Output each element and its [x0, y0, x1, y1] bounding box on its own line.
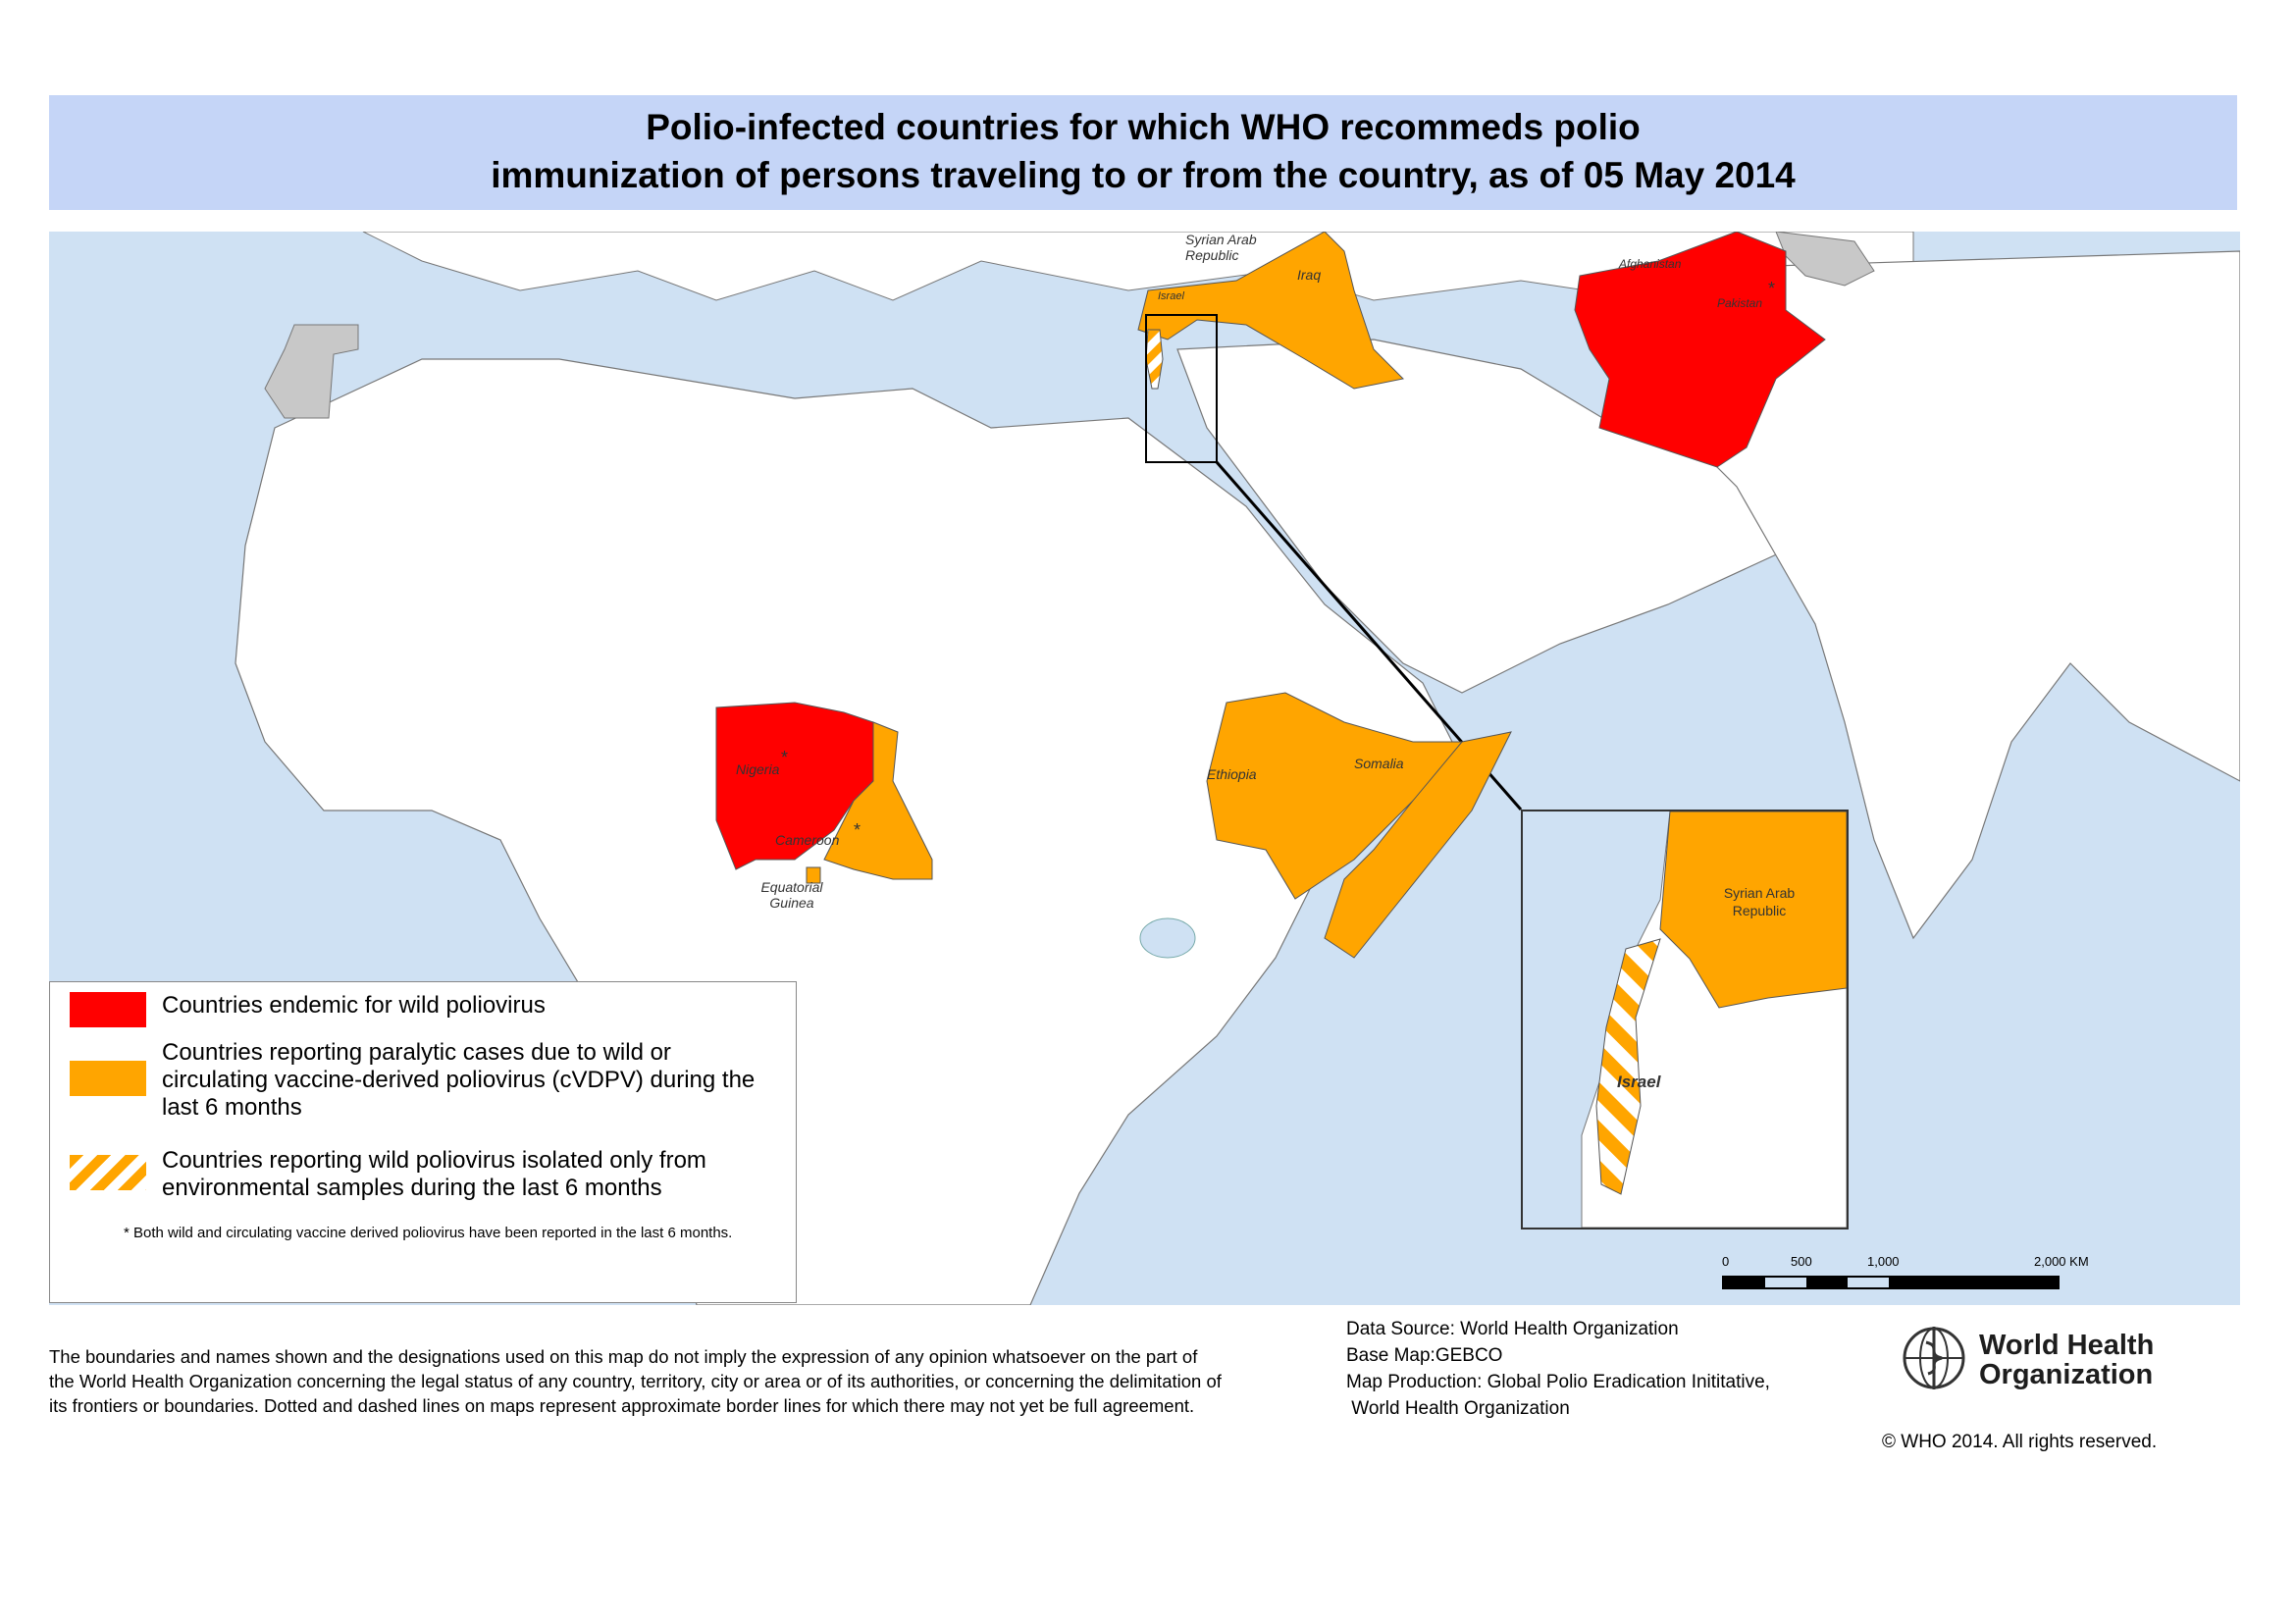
legend-swatch-cvdpv: [70, 1061, 146, 1096]
cameroon-star: *: [854, 820, 861, 840]
source-line-4: World Health Organization: [1346, 1398, 1570, 1419]
copyright-notice: © WHO 2014. All rights reserved.: [1882, 1432, 2158, 1452]
somalia-region: [1324, 731, 1512, 959]
label-pakistan: Pakistan: [1717, 296, 1763, 310]
legend-item-endemic: Countries endemic for wild poliovirus: [70, 992, 770, 1027]
source-line-1: Data Source: World Health Organization: [1346, 1319, 1679, 1339]
scale-tick-2000: 2,000 KM: [2034, 1254, 2089, 1269]
label-cameroon: Cameroon: [775, 832, 840, 848]
label-ethiopia: Ethiopia: [1207, 766, 1257, 782]
legend-label-environmental: Countries reporting wild poliovirus isol…: [162, 1147, 706, 1201]
israel-syria-inset-map: Syrian Arab Republic Israel: [1521, 810, 1849, 1230]
scale-bar-graphic: [1722, 1276, 2060, 1289]
inset-label-syria: Syrian Arab Republic: [1723, 885, 1796, 918]
inset-reference-box: [1145, 314, 1218, 463]
label-syria: Syrian Arab Republic: [1185, 232, 1257, 263]
lake-victoria: [1139, 917, 1196, 959]
base-map: [49, 232, 2240, 1305]
map-title-bar: Polio-infected countries for which WHO r…: [49, 95, 2237, 210]
inset-label-israel: Israel: [1617, 1073, 1661, 1091]
syria-iraq-region: [1137, 232, 1405, 390]
afghanistan-pakistan-region: [1574, 232, 1826, 468]
who-emblem-icon: [1903, 1327, 1965, 1389]
legend-footnote: * Both wild and circulating vaccine deri…: [124, 1225, 733, 1241]
arabia-landmass: [1176, 339, 1816, 694]
label-somalia: Somalia: [1354, 756, 1404, 771]
western-sahara-region: [264, 324, 359, 419]
who-logo: World Health Organization: [1899, 1323, 2193, 1401]
legend-label-endemic: Countries endemic for wild poliovirus: [162, 992, 546, 1019]
map-frame: Syrian Arab Republic Iraq Israel Afghani…: [49, 232, 2240, 1305]
map-disclaimer: The boundaries and names shown and the d…: [49, 1346, 1222, 1416]
source-line-2: Base Map:GEBCO: [1346, 1345, 1503, 1366]
inset-map: [1523, 811, 1847, 1228]
scale-tick-1000: 1,000: [1867, 1254, 1900, 1269]
cameroon-region: [823, 721, 933, 880]
scale-bar: 0 500 1,000 2,000 KM: [1722, 1254, 2089, 1293]
ethiopia-region: [1206, 692, 1463, 900]
label-nigeria: Nigeria: [736, 761, 780, 777]
label-equatorial-guinea: Equatorial Guinea: [760, 879, 823, 911]
scale-tick-500: 500: [1791, 1254, 1812, 1269]
legend-item-environmental: Countries reporting wild poliovirus isol…: [70, 1147, 770, 1202]
map-legend: Countries endemic for wild poliovirus Co…: [49, 981, 797, 1303]
pakistan-star: *: [1768, 279, 1776, 298]
legend-item-cvdpv: Countries reporting paralytic cases due …: [70, 1039, 770, 1122]
label-iraq: Iraq: [1297, 267, 1322, 283]
equatorial-guinea-region: [806, 866, 821, 884]
legend-swatch-environmental: [70, 1155, 146, 1190]
label-israel: Israel: [1158, 290, 1184, 302]
map-title-line-1: Polio-infected countries for which WHO r…: [646, 107, 1641, 147]
data-source-block: Data Source: World Health Organization B…: [1346, 1316, 1837, 1422]
legend-label-cvdpv: Countries reporting paralytic cases due …: [162, 1039, 756, 1121]
who-wordmark: World Health Organization: [1979, 1330, 2155, 1390]
legend-swatch-endemic: [70, 992, 146, 1027]
source-line-3: Map Production: Global Polio Eradication…: [1346, 1372, 1770, 1392]
label-afghanistan: Afghanistan: [1619, 257, 1682, 271]
map-title-line-2: immunization of persons traveling to or …: [491, 155, 1796, 195]
scale-tick-0: 0: [1722, 1254, 1730, 1269]
nigeria-star: *: [781, 748, 789, 767]
nigeria-region: [715, 702, 874, 870]
